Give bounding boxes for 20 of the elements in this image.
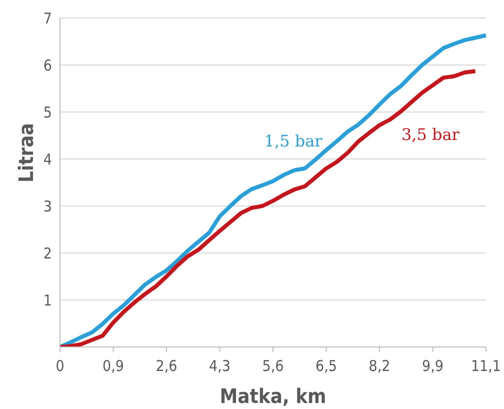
x-tick-label: 8,2 xyxy=(368,357,390,375)
x-tick-label: 5,6 xyxy=(262,357,284,375)
x-tick-label: 0,9 xyxy=(102,357,124,375)
series-label: 3,5 bar xyxy=(401,125,460,144)
y-tick-label: 7 xyxy=(43,9,52,28)
series-label: 1,5 bar xyxy=(264,131,323,150)
x-tick-label: 2,6 xyxy=(156,357,178,375)
x-tick-label: 4,3 xyxy=(209,357,230,375)
x-tick-label: 9,9 xyxy=(422,357,444,375)
x-tick-label: 11,1 xyxy=(470,357,502,375)
y-tick-label: 3 xyxy=(43,197,52,216)
x-axis-title: Matka, km xyxy=(220,384,326,408)
x-tick-label: 0 xyxy=(56,357,64,375)
x-tick-label: 6,5 xyxy=(316,357,337,375)
y-axis-title: Litraa xyxy=(14,123,38,182)
y-tick-label: 6 xyxy=(43,56,52,74)
y-tick-label: 1 xyxy=(43,291,52,310)
y-tick-label: 4 xyxy=(43,150,52,168)
y-tick-label: 2 xyxy=(43,244,52,262)
y-tick-label: 5 xyxy=(43,103,52,122)
